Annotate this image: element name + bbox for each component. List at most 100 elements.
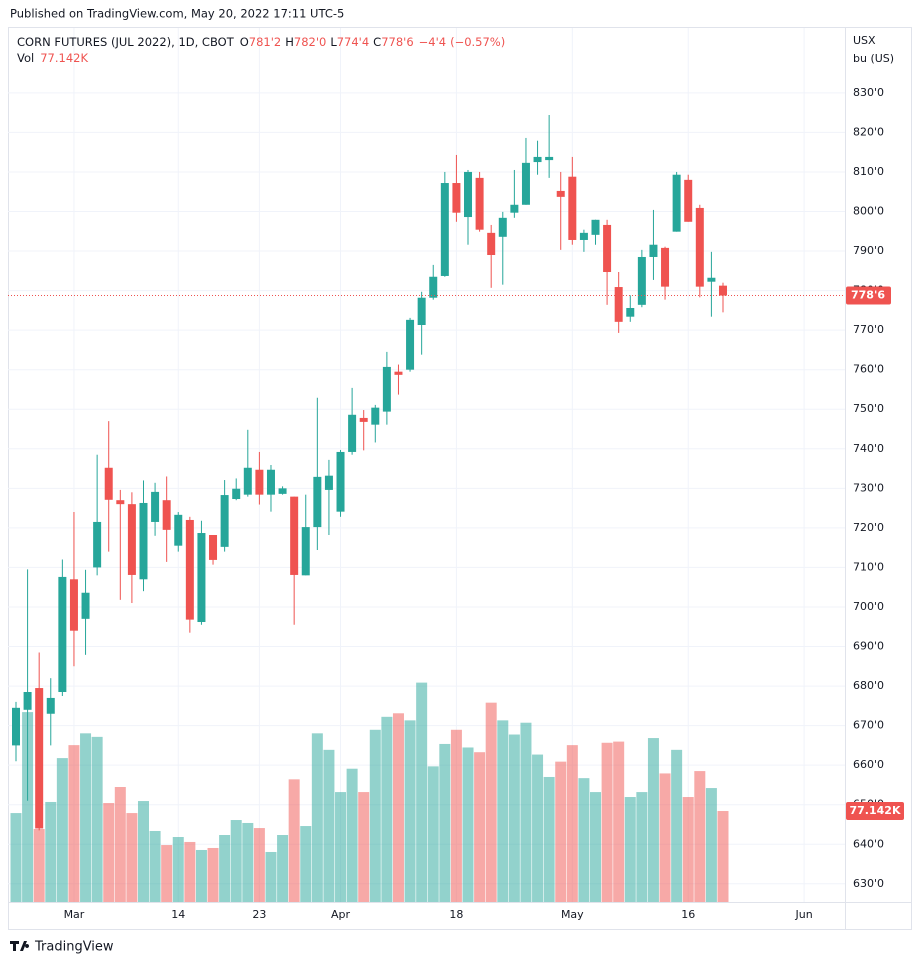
volume-bar [520, 722, 532, 902]
y-tick-label: 830'0 [853, 86, 884, 99]
candle-body [498, 217, 507, 237]
symbol-title: CORN FUTURES (JUL 2022), 1D, CBOT [17, 35, 235, 49]
y-tick-label: 630'0 [853, 877, 884, 890]
y-tick-label: 690'0 [853, 640, 884, 653]
ohlc-name: L [330, 35, 337, 49]
last-volume-box [846, 802, 904, 821]
volume-value: 77.142K [40, 51, 88, 65]
candle-body [695, 207, 704, 287]
candle-body [46, 697, 55, 714]
unit-label: USX [853, 34, 876, 47]
candle-body [209, 534, 218, 560]
volume-bar [427, 766, 439, 902]
candle-body [255, 469, 264, 495]
candle-body [382, 366, 391, 412]
volume-bar [172, 837, 184, 902]
candle-body [371, 407, 380, 425]
y-tick-label: 810'0 [853, 165, 884, 178]
x-tick-label: 16 [681, 908, 695, 921]
volume-bar [601, 742, 613, 902]
volume-bar [45, 801, 57, 902]
brand-name: TradingView [34, 940, 114, 955]
candle-body [510, 204, 519, 213]
volume-bar [288, 779, 300, 902]
candle-body [174, 514, 183, 546]
candle-body [12, 707, 20, 746]
candle-body [603, 224, 612, 273]
candle-body [185, 519, 194, 620]
last-price-box [846, 286, 891, 305]
x-tick-label: 23 [252, 908, 266, 921]
x-tick-label: Apr [331, 908, 351, 921]
volume-bar [636, 792, 648, 902]
volume-bar [33, 828, 45, 902]
volume-bar [566, 745, 578, 902]
volume-bar [207, 847, 219, 902]
candle-body [614, 287, 623, 322]
volume-bar [543, 776, 555, 902]
volume-bar [184, 841, 196, 902]
ohlc-value: 781'2 [249, 35, 281, 49]
volume-bar [532, 754, 544, 902]
volume-bar [694, 771, 706, 902]
volume-bar [335, 792, 347, 902]
volume-bar [508, 734, 520, 902]
volume-bar [404, 720, 416, 902]
candle-body [278, 488, 287, 494]
y-tick-label: 770'0 [853, 323, 884, 336]
volume-bar [613, 741, 625, 902]
candle-body [151, 491, 160, 522]
volume-bar [149, 830, 161, 902]
volume-bar [647, 738, 659, 902]
y-tick-label: 730'0 [853, 481, 884, 494]
candle-body [162, 500, 171, 530]
candle-body [220, 495, 229, 547]
candle-body [429, 276, 438, 298]
volume-bar [369, 729, 381, 902]
volume-bar [624, 797, 636, 902]
candle-body [93, 521, 102, 568]
ohlc-name: O [240, 35, 249, 49]
volume-bar [22, 712, 34, 902]
candle-body [452, 183, 461, 213]
candle-body [579, 232, 588, 240]
y-tick-label: 720'0 [853, 521, 884, 534]
volume-bar [346, 768, 358, 902]
volume-bar [392, 713, 404, 902]
candle-body [58, 576, 67, 693]
x-tick-label: 18 [449, 908, 463, 921]
volume-bar [91, 736, 103, 902]
x-tick-label: 14 [171, 908, 185, 921]
unit-label: bu (US) [853, 52, 894, 65]
candle-body [394, 371, 403, 375]
y-tick-label: 700'0 [853, 600, 884, 613]
candle-body [487, 232, 496, 256]
volume-bar [462, 747, 474, 902]
volume-bar [253, 828, 265, 902]
volume-bar [277, 835, 289, 902]
candle-body [440, 183, 449, 276]
volume-bar [578, 778, 590, 902]
candle-body [406, 319, 415, 370]
volume-legend: Vol 77.142K [17, 51, 88, 65]
brand-logo [10, 941, 30, 951]
volume-bar [682, 797, 694, 902]
volume-bar [450, 729, 462, 902]
candle-body [359, 417, 368, 422]
candle-body [556, 190, 565, 197]
volume-bar [56, 758, 68, 902]
ohlc-name: H [285, 35, 294, 49]
ohlc-value: 774'4 [337, 35, 369, 49]
ohlc-value: 782'0 [294, 35, 326, 49]
volume-bar [265, 851, 277, 902]
candle-body [69, 579, 78, 631]
candle-body [637, 256, 646, 305]
candle-body [313, 476, 322, 528]
x-tick-label: Mar [64, 908, 85, 921]
volume-bar [590, 792, 601, 902]
candle-body [591, 219, 600, 235]
candle-body [545, 156, 554, 161]
candle-body [324, 475, 333, 490]
y-tick-label: 760'0 [853, 363, 884, 376]
volume-bar [439, 743, 451, 902]
